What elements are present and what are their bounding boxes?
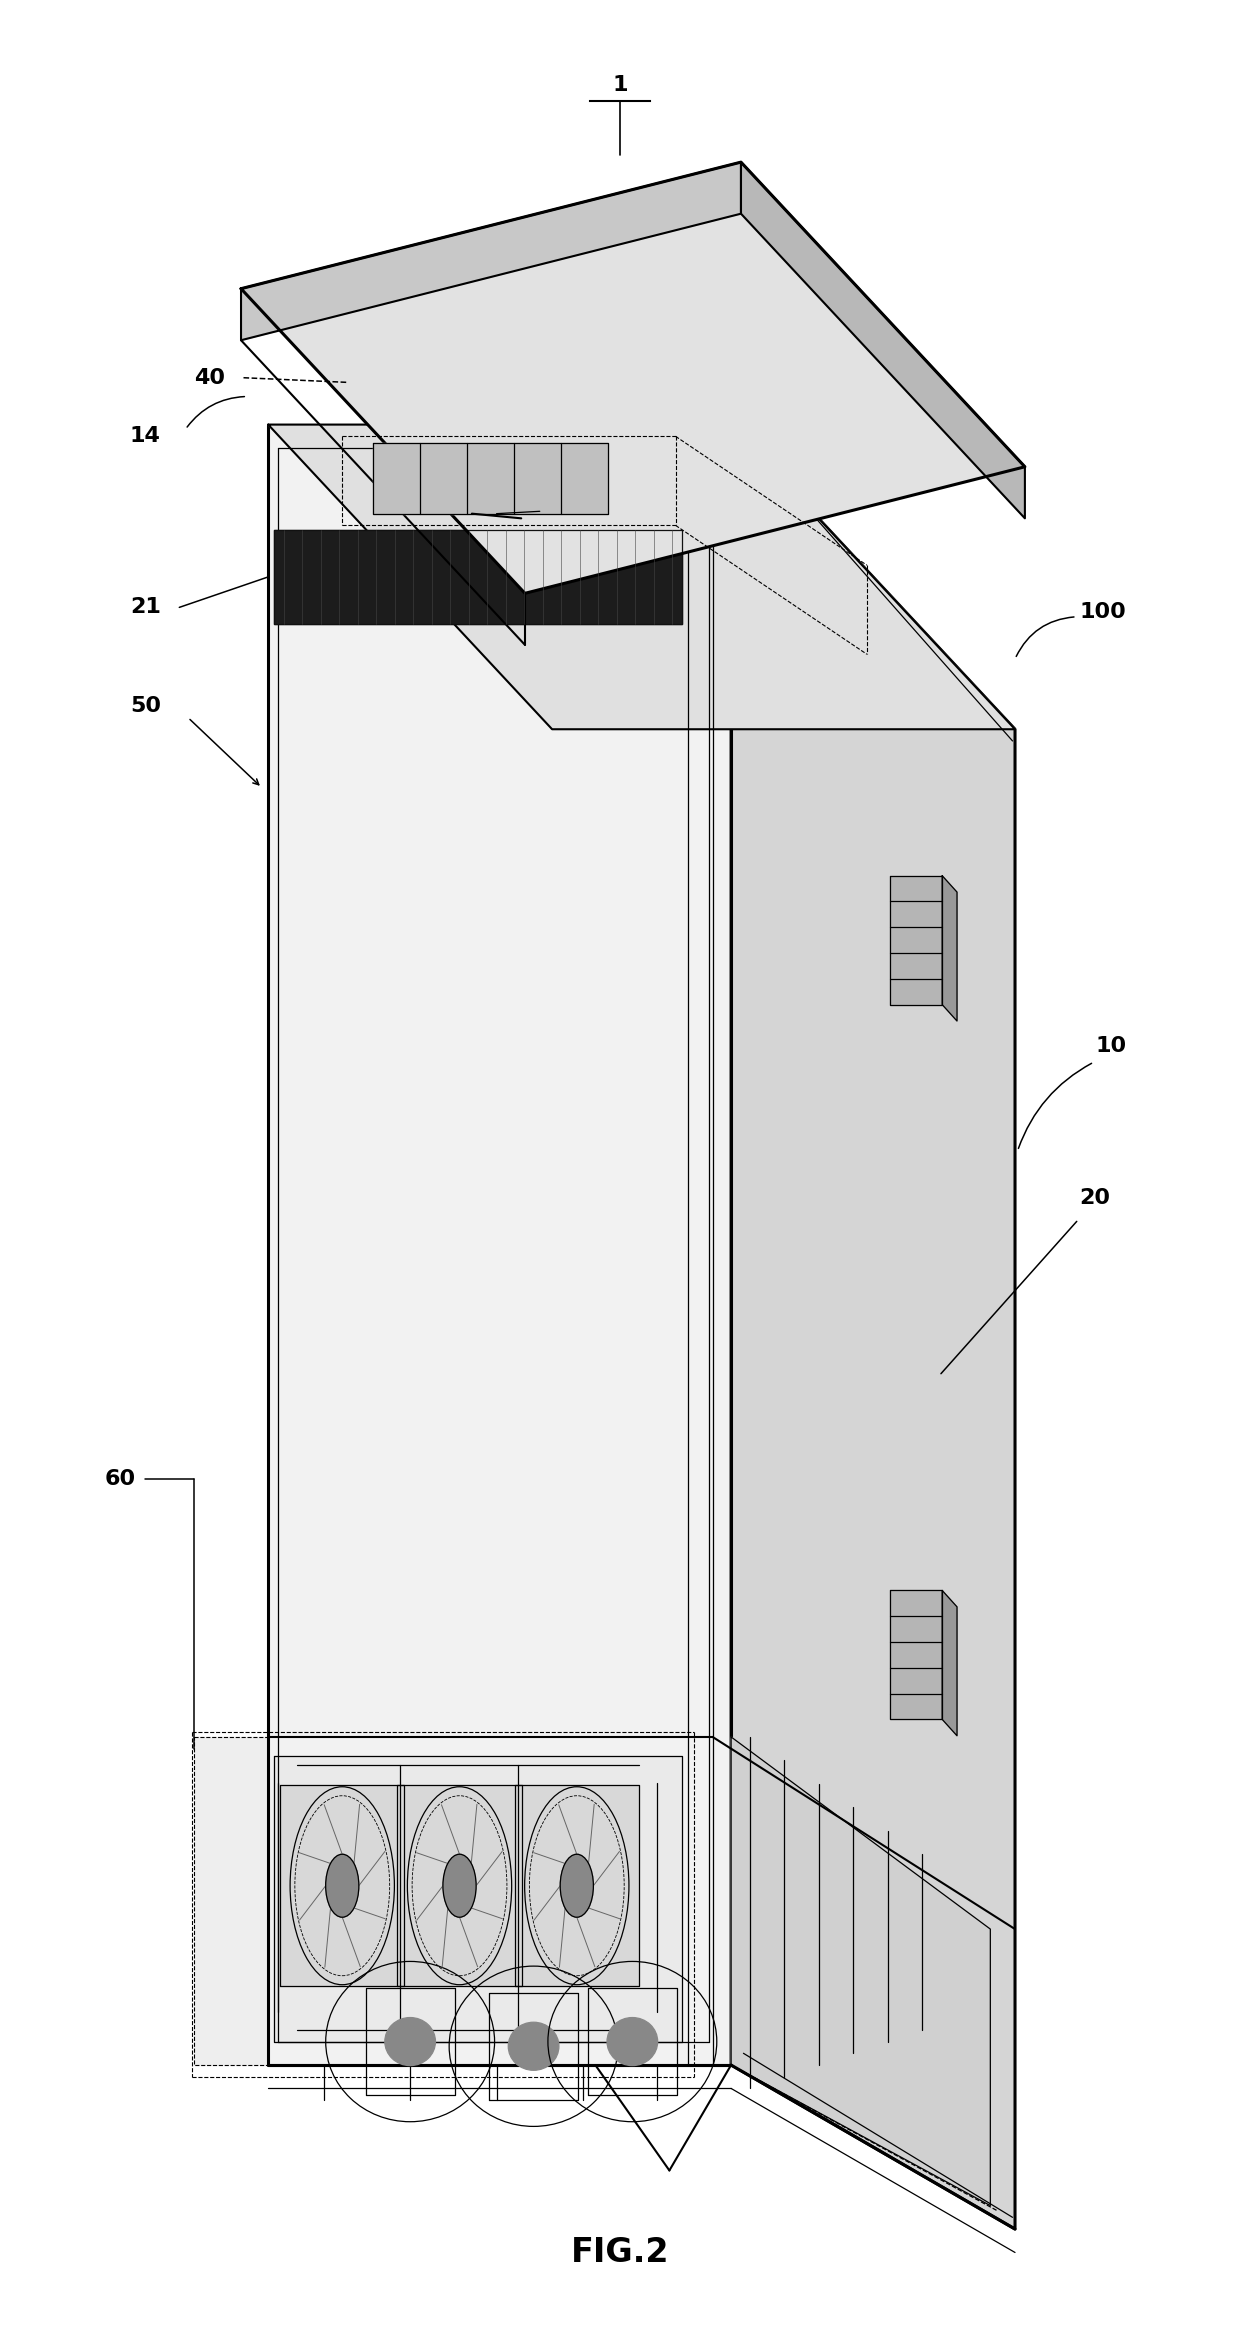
Polygon shape — [890, 1590, 942, 1719]
Ellipse shape — [384, 2018, 435, 2065]
Text: 1: 1 — [613, 75, 627, 94]
Text: 21: 21 — [130, 597, 161, 618]
Polygon shape — [742, 162, 1025, 519]
Polygon shape — [942, 876, 957, 1022]
Polygon shape — [241, 162, 742, 341]
Text: 50: 50 — [130, 695, 161, 716]
Circle shape — [326, 1853, 358, 1917]
Polygon shape — [890, 876, 942, 1005]
Polygon shape — [280, 1785, 404, 1987]
Polygon shape — [515, 1785, 639, 1987]
Polygon shape — [274, 531, 682, 625]
Polygon shape — [397, 1785, 522, 1987]
Text: 14: 14 — [130, 425, 161, 446]
Ellipse shape — [508, 2022, 559, 2069]
Polygon shape — [268, 425, 1016, 728]
Polygon shape — [373, 444, 608, 514]
Polygon shape — [268, 425, 732, 2065]
Polygon shape — [241, 162, 1025, 594]
Polygon shape — [942, 1590, 957, 1736]
Circle shape — [443, 1853, 476, 1917]
Polygon shape — [274, 1755, 682, 2041]
Ellipse shape — [608, 2018, 657, 2065]
Polygon shape — [732, 1736, 991, 2206]
Polygon shape — [195, 1736, 268, 2065]
Text: 40: 40 — [193, 369, 224, 388]
Text: 100: 100 — [1079, 601, 1126, 622]
Text: FIG.2: FIG.2 — [570, 2236, 670, 2269]
Polygon shape — [732, 425, 1016, 2229]
Circle shape — [560, 1853, 594, 1917]
Text: 60: 60 — [105, 1468, 136, 1489]
Text: 20: 20 — [1079, 1189, 1110, 1207]
Text: 10: 10 — [1095, 1036, 1126, 1055]
